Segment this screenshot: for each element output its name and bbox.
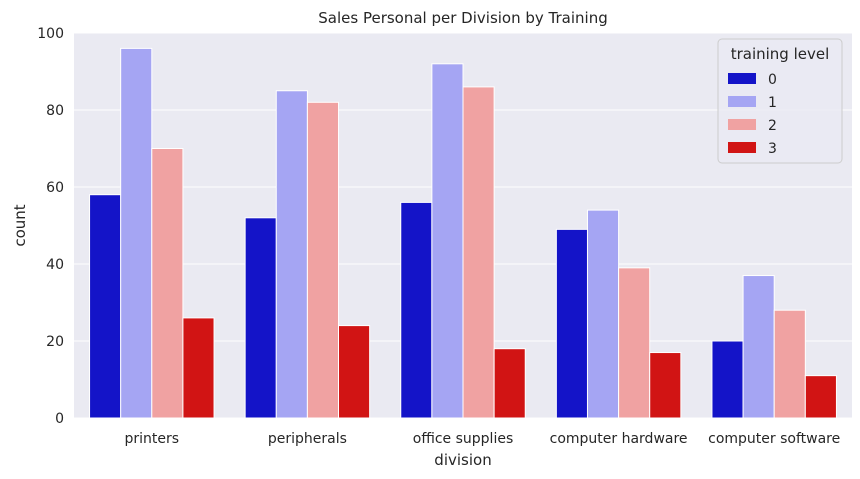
bar-computer-software-level-2 bbox=[773, 309, 806, 419]
bar-peripherals-level-3 bbox=[338, 325, 371, 419]
legend-title: training level bbox=[731, 45, 830, 63]
bar-printers-level-3 bbox=[182, 317, 215, 419]
chart-title: Sales Personal per Division by Training bbox=[318, 9, 607, 27]
legend-swatch bbox=[728, 142, 756, 153]
x-tick-label: computer hardware bbox=[550, 431, 688, 447]
legend-label: 3 bbox=[768, 141, 777, 157]
legend-swatch bbox=[728, 119, 756, 130]
bar-computer-software-level-1 bbox=[742, 275, 775, 419]
bar-computer-software-level-0 bbox=[711, 340, 744, 419]
legend: training level 0 1 2 3 bbox=[717, 38, 843, 164]
y-tick-label: 80 bbox=[46, 103, 64, 119]
legend-label: 2 bbox=[768, 118, 777, 134]
bar-printers-level-2 bbox=[151, 148, 184, 419]
legend-swatch bbox=[728, 73, 756, 84]
bars bbox=[89, 47, 837, 419]
bar-peripherals-level-1 bbox=[275, 90, 308, 419]
bar-computer-hardware-level-0 bbox=[555, 228, 588, 419]
bar-peripherals-level-2 bbox=[306, 101, 340, 419]
y-tick-label: 100 bbox=[37, 26, 64, 42]
y-axis-label: count bbox=[11, 204, 29, 246]
bar-printers-level-1 bbox=[120, 47, 153, 419]
bar-computer-hardware-level-2 bbox=[618, 267, 651, 419]
legend-label: 1 bbox=[768, 95, 777, 111]
bar-computer-hardware-level-1 bbox=[586, 209, 620, 419]
legend-box bbox=[717, 38, 843, 164]
bar-printers-level-0 bbox=[89, 194, 122, 419]
bar-peripherals-level-0 bbox=[244, 217, 277, 419]
bar-computer-software-level-3 bbox=[804, 375, 837, 419]
legend-label: 0 bbox=[768, 72, 777, 88]
x-axis-ticks: printers peripherals office supplies comput… bbox=[125, 431, 841, 447]
x-tick-label: office supplies bbox=[413, 431, 514, 447]
y-tick-label: 0 bbox=[55, 411, 64, 427]
x-tick-label: printers bbox=[125, 431, 180, 447]
x-axis-label: division bbox=[434, 451, 491, 469]
bar-office-supplies-level-1 bbox=[431, 63, 464, 419]
y-axis-ticks: 0 20 40 60 80 100 bbox=[37, 26, 64, 427]
y-tick-label: 60 bbox=[46, 180, 64, 196]
bar-computer-hardware-level-3 bbox=[649, 352, 682, 419]
x-tick-label: computer software bbox=[708, 431, 840, 447]
bar-office-supplies-level-0 bbox=[400, 201, 433, 419]
bar-office-supplies-level-3 bbox=[493, 348, 526, 419]
y-tick-label: 40 bbox=[46, 257, 64, 273]
legend-swatch bbox=[728, 96, 756, 107]
y-tick-label: 20 bbox=[46, 334, 64, 350]
x-tick-label: peripherals bbox=[268, 431, 347, 447]
bar-office-supplies-level-2 bbox=[462, 86, 495, 419]
